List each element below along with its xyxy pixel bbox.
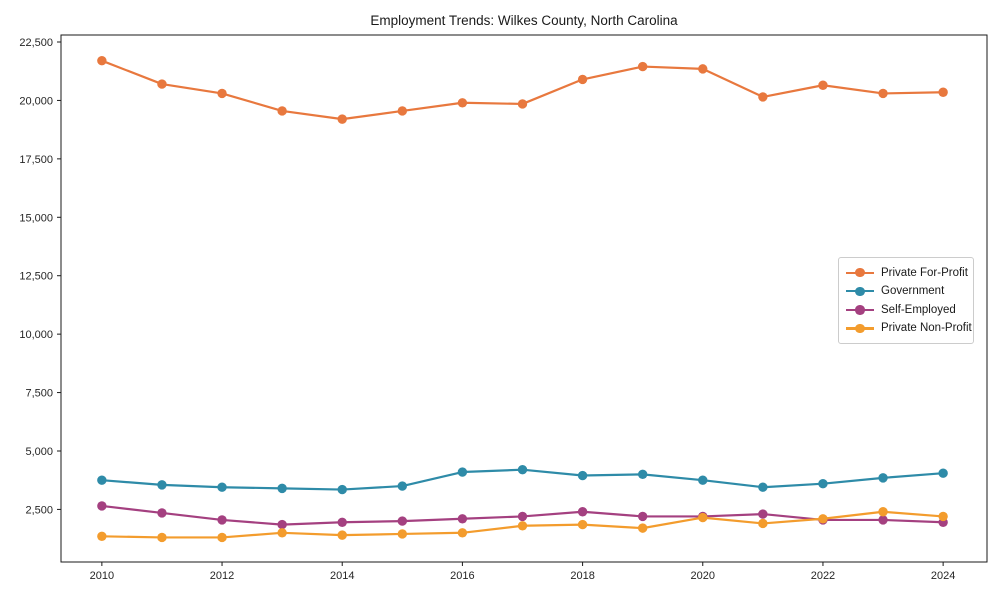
data-point-private-non-profit-2013 bbox=[277, 528, 287, 538]
data-point-private-non-profit-2012 bbox=[217, 532, 227, 543]
axes-frame bbox=[60, 34, 988, 563]
data-point-private-for-profit-2011 bbox=[157, 79, 167, 89]
legend-item-self-employed: Self-Employed bbox=[846, 304, 966, 316]
data-point-private-non-profit-2022 bbox=[818, 514, 828, 524]
data-point-private-for-profit-2018 bbox=[577, 74, 588, 85]
data-point-private-non-profit-2018 bbox=[577, 519, 588, 530]
data-point-private-for-profit-2010 bbox=[97, 56, 107, 66]
data-point-private-for-profit-2016 bbox=[457, 98, 468, 108]
data-point-self-employed-2010 bbox=[97, 501, 107, 511]
data-point-government-2011 bbox=[157, 480, 167, 490]
data-point-private-for-profit-2020 bbox=[698, 64, 708, 74]
data-point-self-employed-2023 bbox=[878, 515, 888, 525]
legend-item-private-non-profit: Private Non-Profit bbox=[846, 322, 972, 334]
data-point-self-employed-2014 bbox=[337, 517, 347, 527]
legend-label: Self-Employed bbox=[881, 303, 956, 316]
data-point-private-for-profit-2014 bbox=[337, 114, 347, 124]
data-point-government-2024 bbox=[938, 468, 948, 478]
data-point-self-employed-2019 bbox=[637, 511, 648, 522]
x-tick-label: 2020 bbox=[691, 570, 715, 582]
data-point-private-for-profit-2021 bbox=[758, 92, 768, 102]
y-tick-label: 7,500 bbox=[25, 388, 53, 400]
legend-marker-government bbox=[846, 286, 874, 296]
legend-dot-swatch bbox=[855, 323, 865, 334]
y-tick-label: 5,000 bbox=[25, 446, 53, 458]
chart-title: Employment Trends: Wilkes County, North … bbox=[370, 13, 678, 28]
legend-label: Private Non-Profit bbox=[881, 322, 972, 335]
y-tick-label: 2,500 bbox=[25, 504, 53, 516]
data-point-private-for-profit-2012 bbox=[217, 88, 227, 99]
data-point-government-2014 bbox=[337, 484, 347, 495]
x-tick-label: 2014 bbox=[330, 570, 354, 582]
legend-marker-private-for-profit bbox=[846, 267, 874, 278]
legend-marker-private-non-profit bbox=[846, 323, 874, 334]
y-tick-label: 15,000 bbox=[19, 212, 53, 224]
legend-label: Government bbox=[881, 285, 945, 298]
legend-dot-swatch bbox=[855, 286, 865, 296]
data-point-self-employed-2017 bbox=[517, 511, 528, 522]
x-tick-label: 2010 bbox=[90, 570, 114, 582]
legend: Private For-Profit Government Self-Employe… bbox=[838, 257, 974, 344]
data-point-private-for-profit-2023 bbox=[878, 88, 888, 99]
x-tick-label: 2024 bbox=[931, 570, 955, 582]
data-point-government-2012 bbox=[217, 482, 227, 492]
data-point-self-employed-2012 bbox=[217, 515, 227, 525]
y-tick-label: 20,000 bbox=[19, 95, 53, 107]
data-point-government-2021 bbox=[758, 482, 768, 492]
series-line-private-for-profit bbox=[101, 59, 944, 121]
legend-label: Private For-Profit bbox=[881, 266, 968, 279]
data-point-private-non-profit-2024 bbox=[938, 511, 948, 522]
data-point-private-non-profit-2016 bbox=[457, 528, 468, 538]
data-point-private-non-profit-2020 bbox=[698, 512, 708, 523]
data-point-private-non-profit-2017 bbox=[517, 521, 528, 531]
y-tick-label: 17,500 bbox=[19, 154, 53, 166]
data-point-private-for-profit-2013 bbox=[277, 106, 287, 116]
data-point-self-employed-2015 bbox=[397, 516, 408, 526]
legend-marker-self-employed bbox=[846, 305, 874, 315]
legend-dot-swatch bbox=[855, 267, 865, 278]
data-point-government-2020 bbox=[698, 475, 708, 485]
data-point-government-2017 bbox=[517, 464, 528, 475]
data-point-private-for-profit-2024 bbox=[938, 87, 948, 97]
data-point-private-non-profit-2011 bbox=[157, 532, 167, 543]
data-point-private-non-profit-2010 bbox=[97, 531, 107, 541]
x-tick-label: 2018 bbox=[570, 570, 594, 582]
legend-item-government: Government bbox=[846, 285, 966, 297]
data-point-government-2019 bbox=[637, 469, 648, 480]
data-point-private-for-profit-2015 bbox=[397, 106, 408, 116]
data-point-government-2015 bbox=[397, 481, 408, 491]
x-tick-label: 2022 bbox=[811, 570, 835, 582]
data-point-government-2022 bbox=[818, 479, 828, 489]
data-point-government-2023 bbox=[878, 473, 888, 483]
y-tick-label: 10,000 bbox=[19, 329, 53, 341]
data-point-government-2013 bbox=[277, 483, 287, 494]
data-point-private-non-profit-2019 bbox=[637, 523, 648, 533]
y-tick-label: 22,500 bbox=[19, 37, 53, 49]
legend-item-private-for-profit: Private For-Profit bbox=[846, 266, 968, 279]
data-point-self-employed-2021 bbox=[758, 509, 768, 519]
data-point-government-2018 bbox=[577, 470, 588, 481]
data-point-private-for-profit-2022 bbox=[818, 80, 828, 90]
x-tick-label: 2016 bbox=[450, 570, 474, 582]
data-point-private-for-profit-2019 bbox=[637, 61, 648, 72]
data-point-government-2010 bbox=[97, 475, 107, 485]
data-point-private-non-profit-2021 bbox=[758, 518, 768, 529]
legend-dot-swatch bbox=[855, 305, 865, 315]
data-point-self-employed-2011 bbox=[157, 508, 167, 518]
x-tick-label: 2012 bbox=[210, 570, 234, 582]
data-point-self-employed-2016 bbox=[457, 514, 468, 524]
data-point-government-2016 bbox=[457, 467, 468, 477]
data-point-private-non-profit-2014 bbox=[337, 530, 347, 540]
data-point-private-non-profit-2015 bbox=[397, 529, 408, 539]
data-point-self-employed-2013 bbox=[277, 519, 287, 530]
data-point-private-non-profit-2023 bbox=[878, 507, 888, 517]
data-point-private-for-profit-2017 bbox=[517, 99, 528, 109]
y-tick-label: 12,500 bbox=[19, 271, 53, 283]
data-point-self-employed-2018 bbox=[577, 507, 588, 517]
